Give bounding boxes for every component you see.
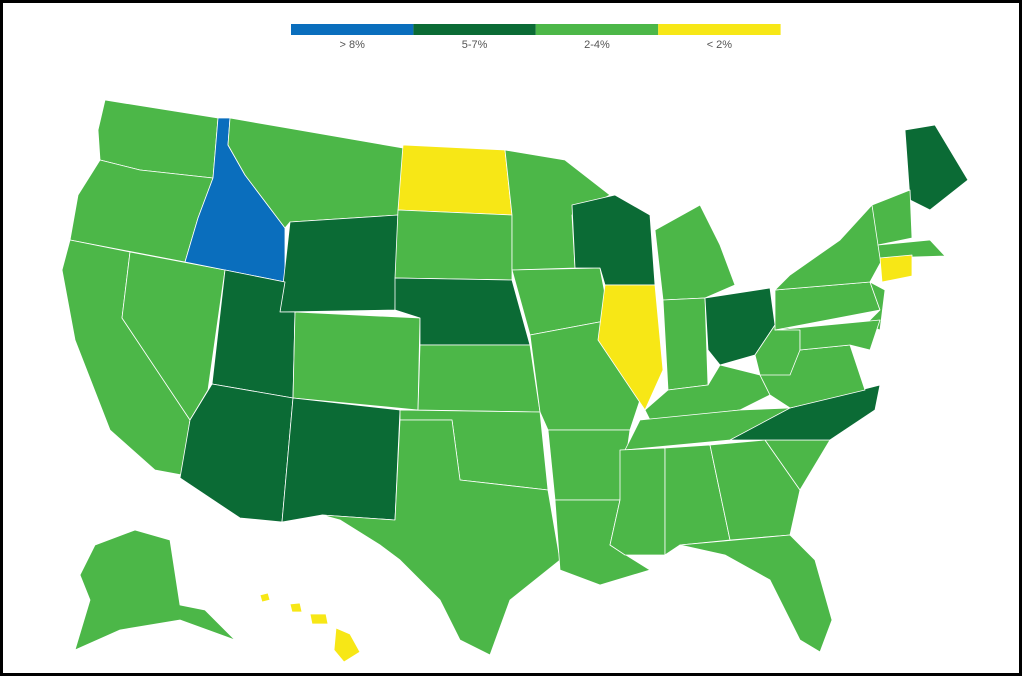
state [394, 209, 513, 281]
legend: > 8% 5-7% 2-4% < 2% [291, 24, 781, 51]
state [321, 419, 561, 656]
state [774, 319, 881, 351]
state [547, 429, 631, 501]
states [61, 99, 969, 663]
state [279, 214, 399, 313]
legend-swatch [291, 24, 414, 35]
state [292, 311, 421, 411]
legend-label: > 8% [340, 39, 366, 51]
state [871, 189, 913, 246]
legend-swatch [413, 24, 536, 35]
state [397, 144, 513, 216]
state [333, 627, 361, 663]
state [709, 439, 801, 541]
state [662, 297, 709, 391]
state [877, 239, 946, 259]
state [74, 529, 236, 651]
legend-label: < 2% [707, 39, 733, 51]
legend-swatch [658, 24, 781, 35]
legend-label: 5-7% [462, 39, 488, 51]
legend-swatch [535, 24, 659, 35]
state [879, 254, 913, 283]
state [904, 124, 969, 211]
state [417, 344, 541, 413]
state [597, 284, 664, 411]
state [211, 269, 296, 399]
state [679, 534, 833, 653]
state [289, 602, 303, 613]
state [259, 592, 271, 603]
state [309, 613, 329, 625]
legend-label: 2-4% [584, 39, 610, 51]
state [281, 397, 401, 523]
